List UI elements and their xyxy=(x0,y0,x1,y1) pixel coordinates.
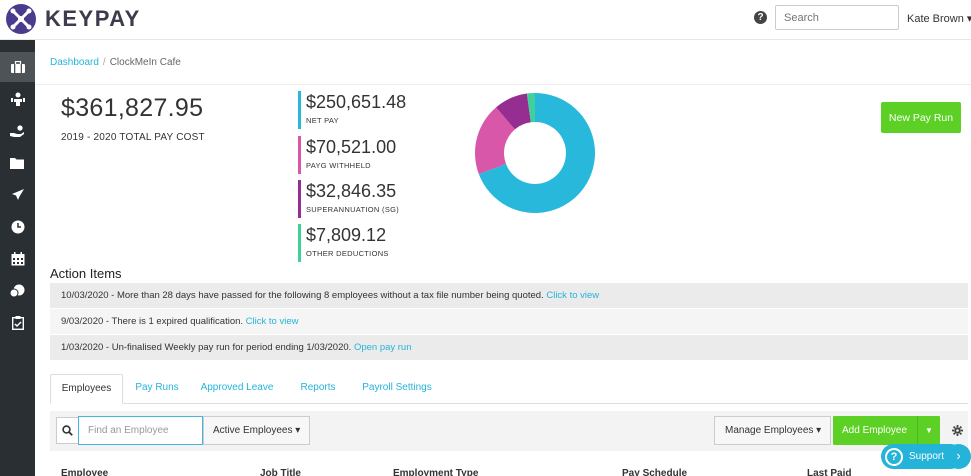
question-circle-icon: ? xyxy=(885,447,903,466)
coins-icon xyxy=(10,284,25,298)
add-employee-label: Add Employee xyxy=(842,425,908,436)
sidebar-item-documents[interactable] xyxy=(0,148,35,178)
breadcrumb: Dashboard / ClockMeIn Cafe xyxy=(50,57,181,68)
caret-down-icon[interactable]: ▼ xyxy=(925,426,933,435)
split-divider xyxy=(917,416,918,445)
brand-name: KEYPAY xyxy=(45,6,141,31)
action-item-text: 10/03/2020 - More than 28 days have pass… xyxy=(61,290,547,301)
clock-icon xyxy=(11,220,24,234)
search-icon xyxy=(62,425,73,436)
stat-amount: $32,846.35 xyxy=(306,181,397,201)
stat-other-deductions: $7,809.12 OTHER DEDUCTIONS xyxy=(298,224,389,262)
donut-slice-superannuation xyxy=(496,93,531,130)
briefcase-icon xyxy=(10,61,25,73)
sidebar-item-roster[interactable] xyxy=(0,244,35,274)
stat-color-bar xyxy=(298,91,301,129)
divider xyxy=(35,84,971,85)
donut-slice-net-pay xyxy=(478,93,595,213)
stat-amount: $7,809.12 xyxy=(306,225,387,245)
action-item-text: 1/03/2020 - Un-finalised Weekly pay run … xyxy=(61,342,354,353)
people-icon xyxy=(10,92,25,106)
search-button[interactable] xyxy=(56,417,78,444)
column-header-pay-schedule[interactable]: Pay Schedule xyxy=(622,468,688,476)
breadcrumb-dashboard-link[interactable]: Dashboard xyxy=(50,57,99,68)
find-employee-input[interactable] xyxy=(78,416,203,445)
top-bar: KEYPAY ? Kate Brown ▾ xyxy=(0,0,971,40)
new-pay-run-button[interactable]: New Pay Run xyxy=(881,102,961,133)
action-item-link[interactable]: Click to view xyxy=(245,316,299,327)
question-circle-icon[interactable]: ? xyxy=(754,11,767,24)
folder-icon xyxy=(10,158,24,169)
stat-color-bar xyxy=(298,180,301,218)
breadcrumb-separator: / xyxy=(102,57,106,68)
support-label: Support xyxy=(909,451,945,462)
tab-payroll-settings[interactable]: Payroll Settings xyxy=(362,382,432,393)
add-employee-button[interactable]: Add Employee ▼ xyxy=(833,416,940,445)
sidebar-item-tasks[interactable] xyxy=(0,308,35,338)
sidebar-item-leave[interactable] xyxy=(0,180,35,210)
plane-icon xyxy=(11,189,24,200)
stat-label: NET PAY xyxy=(306,116,339,125)
stat-color-bar xyxy=(298,224,301,262)
sidebar-item-payroll[interactable] xyxy=(0,116,35,146)
column-header-employment-type[interactable]: Employment Type xyxy=(393,468,479,476)
stat-color-bar xyxy=(298,136,301,174)
stat-label: OTHER DEDUCTIONS xyxy=(306,249,389,258)
sidebar-item-timesheets[interactable] xyxy=(0,212,35,242)
tab-reports[interactable]: Reports xyxy=(300,382,336,393)
sidebar-item-employees[interactable] xyxy=(0,84,35,114)
tab-bar: Employees Pay Runs Approved Leave Report… xyxy=(50,374,968,404)
global-search-input[interactable] xyxy=(775,5,899,30)
total-pay-cost-label: 2019 - 2020 TOTAL PAY COST xyxy=(61,132,205,143)
clipboard-check-icon xyxy=(11,316,24,330)
chevron-right-icon[interactable]: › xyxy=(946,444,971,469)
stat-amount: $250,651.48 xyxy=(306,92,407,112)
action-item: 10/03/2020 - More than 28 days have pass… xyxy=(50,283,968,308)
action-item: 9/03/2020 - There is 1 expired qualifica… xyxy=(50,309,968,334)
action-item-text: 9/03/2020 - There is 1 expired qualifica… xyxy=(61,316,246,327)
donut-slice-payg-withheld xyxy=(475,107,515,175)
stat-superannuation: $32,846.35 SUPERANNUATION (SG) xyxy=(298,180,399,218)
column-header-employee[interactable]: Employee xyxy=(61,468,109,476)
stat-label: PAYG WITHHELD xyxy=(306,161,371,170)
keypay-logo[interactable]: KEYPAY xyxy=(6,4,141,34)
calendar-icon xyxy=(11,252,24,266)
keypay-logo-icon xyxy=(6,4,36,34)
column-header-last-paid[interactable]: Last Paid xyxy=(807,468,852,476)
employee-toolbar: Active Employees ▾ Manage Employees ▾ Ad… xyxy=(50,411,968,451)
user-menu[interactable]: Kate Brown ▾ xyxy=(907,13,971,25)
action-item-link[interactable]: Open pay run xyxy=(353,342,412,353)
stat-net-pay: $250,651.48 NET PAY xyxy=(298,91,406,129)
stat-label: SUPERANNUATION (SG) xyxy=(306,205,400,214)
total-pay-cost-amount: $361,827.95 xyxy=(61,94,204,122)
sidebar xyxy=(0,40,35,476)
breadcrumb-current: ClockMeIn Cafe xyxy=(109,57,181,68)
sidebar-item-expenses[interactable] xyxy=(0,276,35,306)
manage-employees-dropdown[interactable]: Manage Employees ▾ xyxy=(714,416,831,445)
tab-employees[interactable]: Employees xyxy=(50,374,123,404)
action-items-title: Action Items xyxy=(50,266,122,281)
sidebar-item-business[interactable] xyxy=(0,52,35,82)
column-header-job-title[interactable]: Job Title xyxy=(260,468,301,476)
donut-slice-other-deductions xyxy=(526,93,535,123)
stat-payg-withheld: $70,521.00 PAYG WITHHELD xyxy=(298,136,396,174)
stat-amount: $70,521.00 xyxy=(306,137,397,157)
employee-status-dropdown[interactable]: Active Employees ▾ xyxy=(203,416,310,445)
tab-approved-leave[interactable]: Approved Leave xyxy=(200,382,274,393)
gear-icon[interactable] xyxy=(952,425,963,436)
action-item-link[interactable]: Click to view xyxy=(546,290,600,301)
pay-breakdown-donut-chart xyxy=(475,93,595,213)
action-item: 1/03/2020 - Un-finalised Weekly pay run … xyxy=(50,335,968,360)
tab-pay-runs[interactable]: Pay Runs xyxy=(135,382,179,393)
hand-coin-icon xyxy=(10,124,24,137)
